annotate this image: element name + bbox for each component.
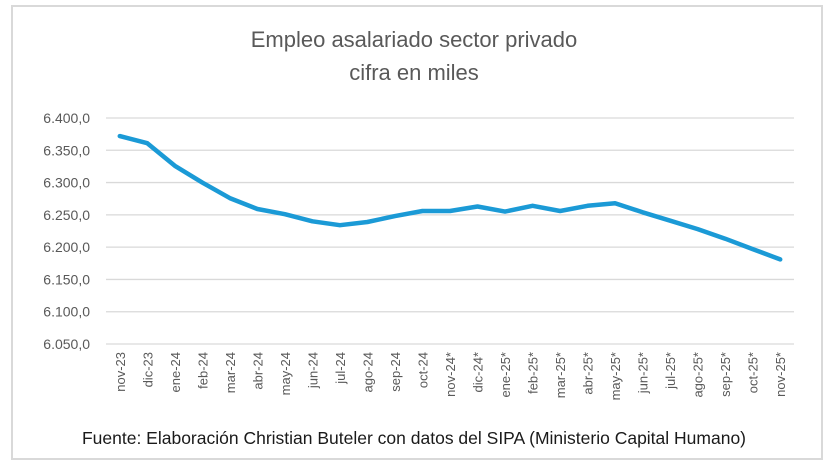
x-tick-label: sep-25* bbox=[718, 352, 733, 397]
x-tick-label: oct-25* bbox=[746, 352, 761, 393]
gridlines bbox=[106, 117, 794, 345]
y-tick-label: 6.250,0 bbox=[43, 207, 90, 223]
x-tick-label: dic-23 bbox=[140, 352, 155, 387]
y-tick-label: 6.300,0 bbox=[43, 175, 90, 191]
series-layer bbox=[117, 133, 783, 262]
x-tick-label: may-25* bbox=[608, 352, 623, 400]
x-tick-label: jul-24 bbox=[333, 352, 348, 385]
x-tick-label: may-24 bbox=[278, 352, 293, 395]
x-tick-label: jun-24 bbox=[305, 352, 320, 389]
series-line bbox=[117, 133, 783, 262]
x-tick-label: ago-25* bbox=[691, 352, 706, 398]
chart-subtitle: cifra en miles bbox=[349, 60, 479, 85]
y-axis: 6.050,0 6.100,0 6.150,0 6.200,0 6.250,0 6.300… bbox=[43, 110, 90, 352]
x-tick-label: nov-25* bbox=[773, 352, 788, 397]
x-tick-label: ago-24 bbox=[360, 352, 375, 392]
x-tick-label: abr-25* bbox=[581, 352, 596, 395]
x-tick-label: nov-23 bbox=[113, 352, 128, 392]
y-tick-label: 6.200,0 bbox=[43, 239, 90, 255]
x-tick-label: ene-25* bbox=[498, 352, 513, 398]
y-tick-label: 6.150,0 bbox=[43, 271, 90, 287]
x-tick-label: feb-24 bbox=[195, 352, 210, 389]
source-note: Fuente: Elaboración Christian Buteler co… bbox=[81, 428, 747, 448]
x-tick-label: sep-24 bbox=[388, 352, 403, 392]
x-tick-label: mar-25* bbox=[553, 352, 568, 398]
chart-frame bbox=[11, 5, 823, 460]
x-tick-label: dic-24* bbox=[471, 352, 486, 392]
x-tick-label: feb-25* bbox=[526, 352, 541, 394]
x-tick-label: mar-24 bbox=[223, 352, 238, 393]
x-tick-label: jul-25* bbox=[663, 352, 678, 390]
x-tick-label: jun-25* bbox=[636, 352, 651, 394]
y-tick-label: 6.100,0 bbox=[43, 304, 90, 320]
x-tick-label: ene-24 bbox=[168, 352, 183, 392]
x-tick-label: abr-24 bbox=[250, 352, 265, 390]
y-tick-label: 6.050,0 bbox=[43, 336, 90, 352]
x-tick-label: oct-24 bbox=[415, 352, 430, 388]
y-tick-label: 6.350,0 bbox=[43, 142, 90, 158]
x-axis: nov-23 dic-23 ene-24 feb-24 mar-24 abr-24 may-… bbox=[113, 352, 788, 400]
chart-title: Empleo asalariado sector privado bbox=[250, 27, 578, 52]
x-tick-label: nov-24* bbox=[443, 352, 458, 397]
y-tick-label: 6.400,0 bbox=[43, 110, 90, 126]
